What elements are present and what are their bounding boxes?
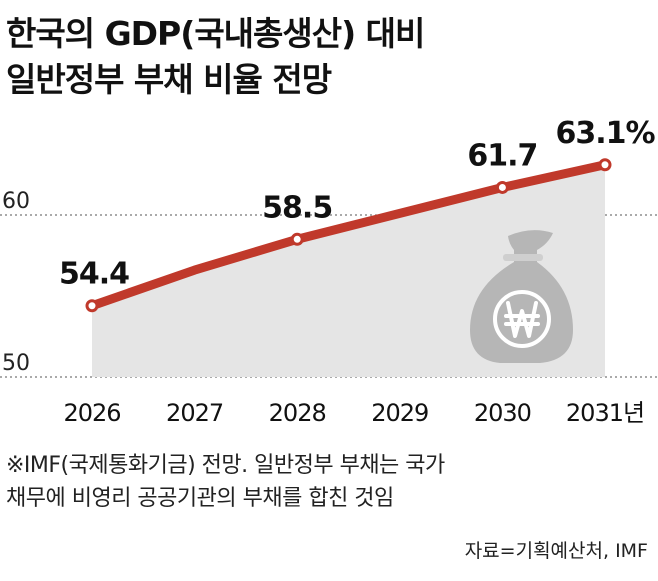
footnote-line-2: 채무에 비영리 공공기관의 부채를 합친 것임 bbox=[6, 486, 394, 511]
data-points bbox=[85, 158, 612, 313]
chart-title-line-1: 한국의 GDP(국내총생산) 대비 bbox=[6, 14, 425, 53]
data-label: 58.5 bbox=[262, 190, 332, 225]
data-label: 63.1% bbox=[555, 116, 655, 151]
x-tick-label: 2030 bbox=[474, 399, 531, 427]
y-axis-ticks: 60 50 bbox=[2, 189, 30, 376]
series-line bbox=[87, 160, 610, 311]
x-tick-label: 2027 bbox=[166, 399, 223, 427]
footnote-line-1: ※IMF(국제통화기금) 전망. 일반정부 부채는 국가 bbox=[6, 453, 445, 478]
source-credit: 자료=기획예산처, IMF bbox=[464, 540, 648, 562]
data-point bbox=[495, 180, 509, 194]
y-tick-label: 50 bbox=[2, 351, 30, 376]
money-bag-won-icon bbox=[470, 230, 573, 363]
x-tick-label: 2028 bbox=[269, 399, 326, 427]
x-axis-ticks: 2026 2027 2028 2029 2030 2031년 bbox=[63, 399, 645, 427]
data-label: 61.7 bbox=[467, 138, 537, 173]
x-tick-label: 2029 bbox=[371, 399, 428, 427]
data-point bbox=[290, 232, 304, 246]
data-label: 54.4 bbox=[59, 257, 129, 292]
chart-title-line-2: 일반정부 부채 비율 전망 bbox=[6, 60, 332, 99]
y-tick-label: 60 bbox=[2, 189, 30, 214]
x-tick-label: 2031년 bbox=[566, 399, 644, 427]
x-tick-label: 2026 bbox=[63, 399, 120, 427]
data-labels: 54.4 58.5 61.7 63.1% bbox=[59, 116, 656, 292]
data-point bbox=[598, 158, 612, 172]
data-point bbox=[85, 299, 99, 313]
